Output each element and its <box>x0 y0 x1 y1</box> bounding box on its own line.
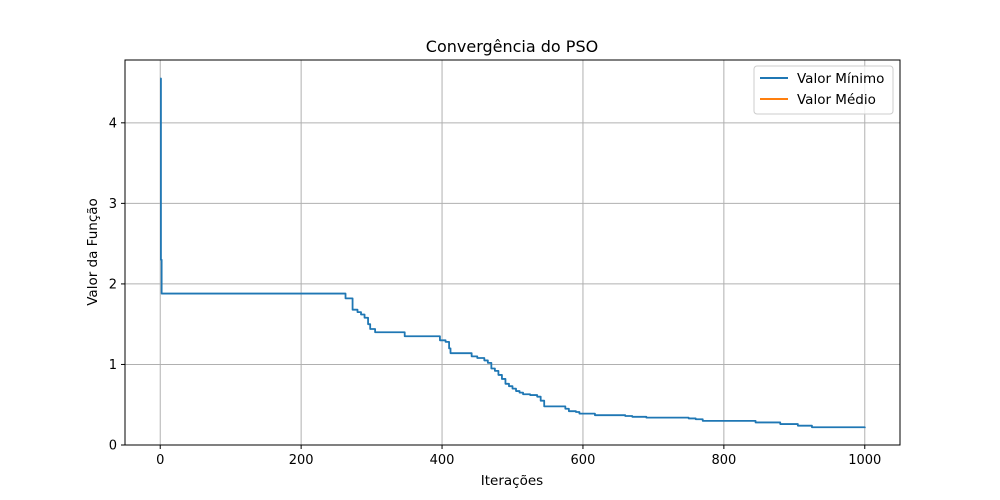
plot-frame <box>124 59 901 446</box>
legend: Valor Mínimo Valor Médio <box>753 65 894 115</box>
y-tick-label: 0 <box>109 439 117 454</box>
series-layer <box>160 77 866 429</box>
series-line-min <box>160 77 866 429</box>
y-tick-label: 4 <box>109 116 117 131</box>
x-tick-label: 600 <box>571 453 596 468</box>
x-tick-label: 0 <box>156 453 164 468</box>
y-tick-label: 3 <box>109 197 117 212</box>
x-tick-label: 200 <box>289 453 314 468</box>
y-axis-label: Valor da Função <box>85 198 101 306</box>
y-tick-label: 1 <box>109 358 117 373</box>
legend-label-mean: Valor Médio <box>797 92 876 108</box>
legend-frame <box>753 65 894 115</box>
x-axis-ticks: 0 200 400 600 800 1000 <box>156 445 881 468</box>
x-tick-label: 400 <box>430 453 455 468</box>
y-axis-ticks: 0 1 2 3 4 <box>109 116 125 454</box>
chart-title: Convergência do PSO <box>426 37 598 56</box>
x-tick-label: 800 <box>711 453 736 468</box>
y-tick-label: 2 <box>109 277 117 292</box>
x-tick-label: 1000 <box>848 453 881 468</box>
legend-label-min: Valor Mínimo <box>797 71 884 87</box>
x-axis-label: Iterações <box>481 473 543 489</box>
